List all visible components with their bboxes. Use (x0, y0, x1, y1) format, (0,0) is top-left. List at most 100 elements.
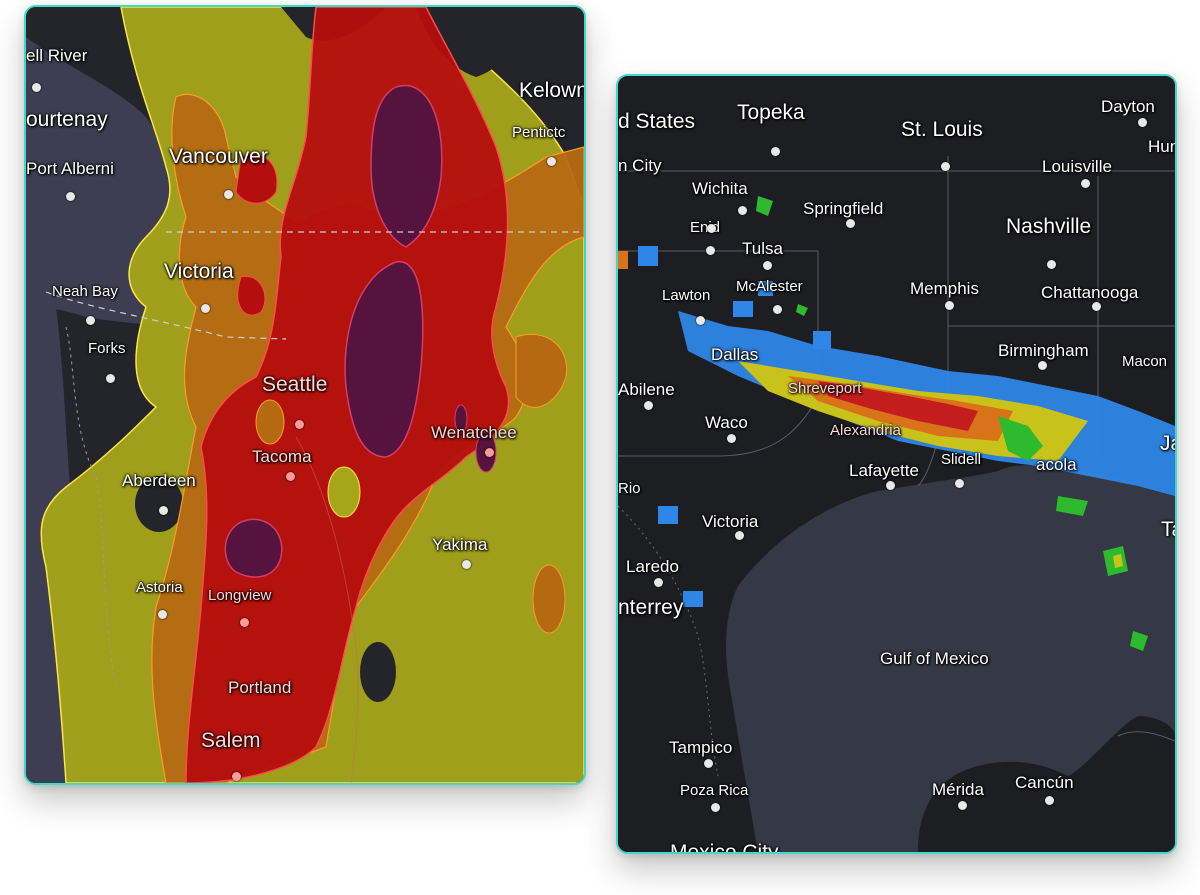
label-penticton: Pentictc (512, 124, 566, 141)
city-dot (201, 304, 210, 313)
city-dot (286, 472, 295, 481)
label-slidell: Slidell (941, 451, 982, 468)
label-wichita: Wichita (692, 179, 748, 198)
city-dot (711, 803, 720, 812)
label-yakima: Yakima (432, 535, 488, 554)
yellow-hole-aberdeen (135, 476, 183, 532)
label-rio: Rio (618, 480, 641, 497)
label-st-louis: St. Louis (901, 118, 983, 141)
label-nashville: Nashville (1006, 215, 1092, 238)
orange-spot-ne (515, 333, 568, 408)
label-tampa: Ta (1161, 518, 1175, 541)
label-dallas: Dallas (711, 345, 759, 364)
label-salem: Salem (201, 729, 261, 752)
city-dot (644, 401, 653, 410)
city-dot (771, 147, 780, 156)
label-port-alberni: Port Alberni (26, 159, 114, 178)
city-dot (158, 610, 167, 619)
label-kelowna: Kelown (519, 79, 586, 102)
label-shreveport: Shreveport (788, 380, 862, 397)
city-dot (945, 301, 954, 310)
city-dot (232, 772, 241, 781)
city-dot (706, 246, 715, 255)
label-kansas-city: n City (618, 156, 662, 175)
label-lawton: Lawton (662, 287, 711, 304)
gulf-radar-map-card[interactable]: d States Topeka St. Louis Dayton Hun n C… (616, 74, 1177, 854)
pnw-map-canvas (26, 7, 584, 783)
label-merida: Mérida (932, 780, 984, 799)
city-dot (707, 224, 716, 233)
country-border (618, 505, 719, 777)
label-tulsa: Tulsa (742, 239, 783, 258)
risk-zone-purple-3 (224, 518, 283, 578)
label-united-states: d States (618, 110, 696, 133)
label-huntington: Hun (1148, 137, 1177, 156)
label-tacoma: Tacoma (252, 447, 312, 466)
city-dot (735, 531, 744, 540)
road-i5 (295, 436, 359, 783)
label-wenatchee: Wenatchee (431, 423, 517, 442)
city-dot (958, 801, 967, 810)
city-dot (1081, 179, 1090, 188)
label-laredo: Laredo (626, 557, 679, 576)
city-dot (240, 618, 249, 627)
yellow-pocket-1 (327, 466, 361, 518)
pnw-risk-map-card[interactable]: ell River ourtenay Port Alberni Vancouve… (24, 5, 586, 785)
label-campbell-river: ell River (26, 46, 88, 65)
label-topeka: Topeka (737, 101, 805, 124)
city-dot (738, 206, 747, 215)
city-dot (654, 578, 663, 587)
label-longview: Longview (208, 587, 272, 604)
label-macon: Macon (1122, 353, 1168, 370)
city-dot (1138, 118, 1147, 127)
yucatan-land (918, 716, 1175, 852)
city-dot (86, 316, 95, 325)
city-dot (462, 560, 471, 569)
label-mexico-city: Mexico City (670, 841, 779, 854)
yellow-hole-ne (416, 7, 531, 77)
gulf-map-canvas (618, 76, 1175, 852)
label-aberdeen: Aberdeen (122, 471, 196, 490)
city-dot (224, 190, 233, 199)
label-cancun: Cancún (1015, 773, 1074, 792)
city-dot (547, 157, 556, 166)
red-pocket-victoria (237, 275, 266, 316)
label-vancouver: Vancouver (169, 145, 268, 168)
label-neah-bay: Neah Bay (52, 283, 118, 300)
label-seattle: Seattle (262, 373, 328, 396)
city-dot (66, 192, 75, 201)
city-dot (696, 316, 705, 325)
label-chattanooga: Chattanooga (1041, 283, 1139, 302)
city-dot (763, 261, 772, 270)
city-dot (106, 374, 115, 383)
city-dot (955, 479, 964, 488)
yellow-hole-east (360, 642, 396, 702)
label-tampico: Tampico (669, 738, 733, 757)
city-dot (295, 420, 304, 429)
city-dot (773, 305, 782, 314)
label-victoria: Victoria (164, 260, 234, 283)
label-monterrey: nterrey (618, 596, 684, 619)
city-dot (159, 506, 168, 515)
risk-zone-purple-1 (370, 84, 443, 248)
city-dot (1092, 302, 1101, 311)
city-dot (704, 759, 713, 768)
risk-zone-purple-2 (344, 261, 424, 458)
gulf-water (726, 465, 1175, 852)
label-jacksonville: Ja (1160, 432, 1175, 455)
cuba-coast (1117, 731, 1175, 742)
label-poza-rica: Poza Rica (680, 782, 749, 799)
orange-pocket-1 (255, 399, 285, 445)
label-victoria: Victoria (702, 512, 759, 531)
red-pocket-vancouver (235, 154, 278, 204)
city-dot (1038, 361, 1047, 370)
city-dot (1045, 796, 1054, 805)
label-waco: Waco (705, 413, 748, 432)
label-birmingham: Birmingham (998, 341, 1089, 360)
city-dot (727, 434, 736, 443)
label-pensacola: acola (1036, 455, 1077, 474)
city-dot (846, 219, 855, 228)
label-mcalester: McAlester (736, 278, 803, 295)
label-astoria: Astoria (136, 579, 183, 596)
label-memphis: Memphis (910, 279, 979, 298)
